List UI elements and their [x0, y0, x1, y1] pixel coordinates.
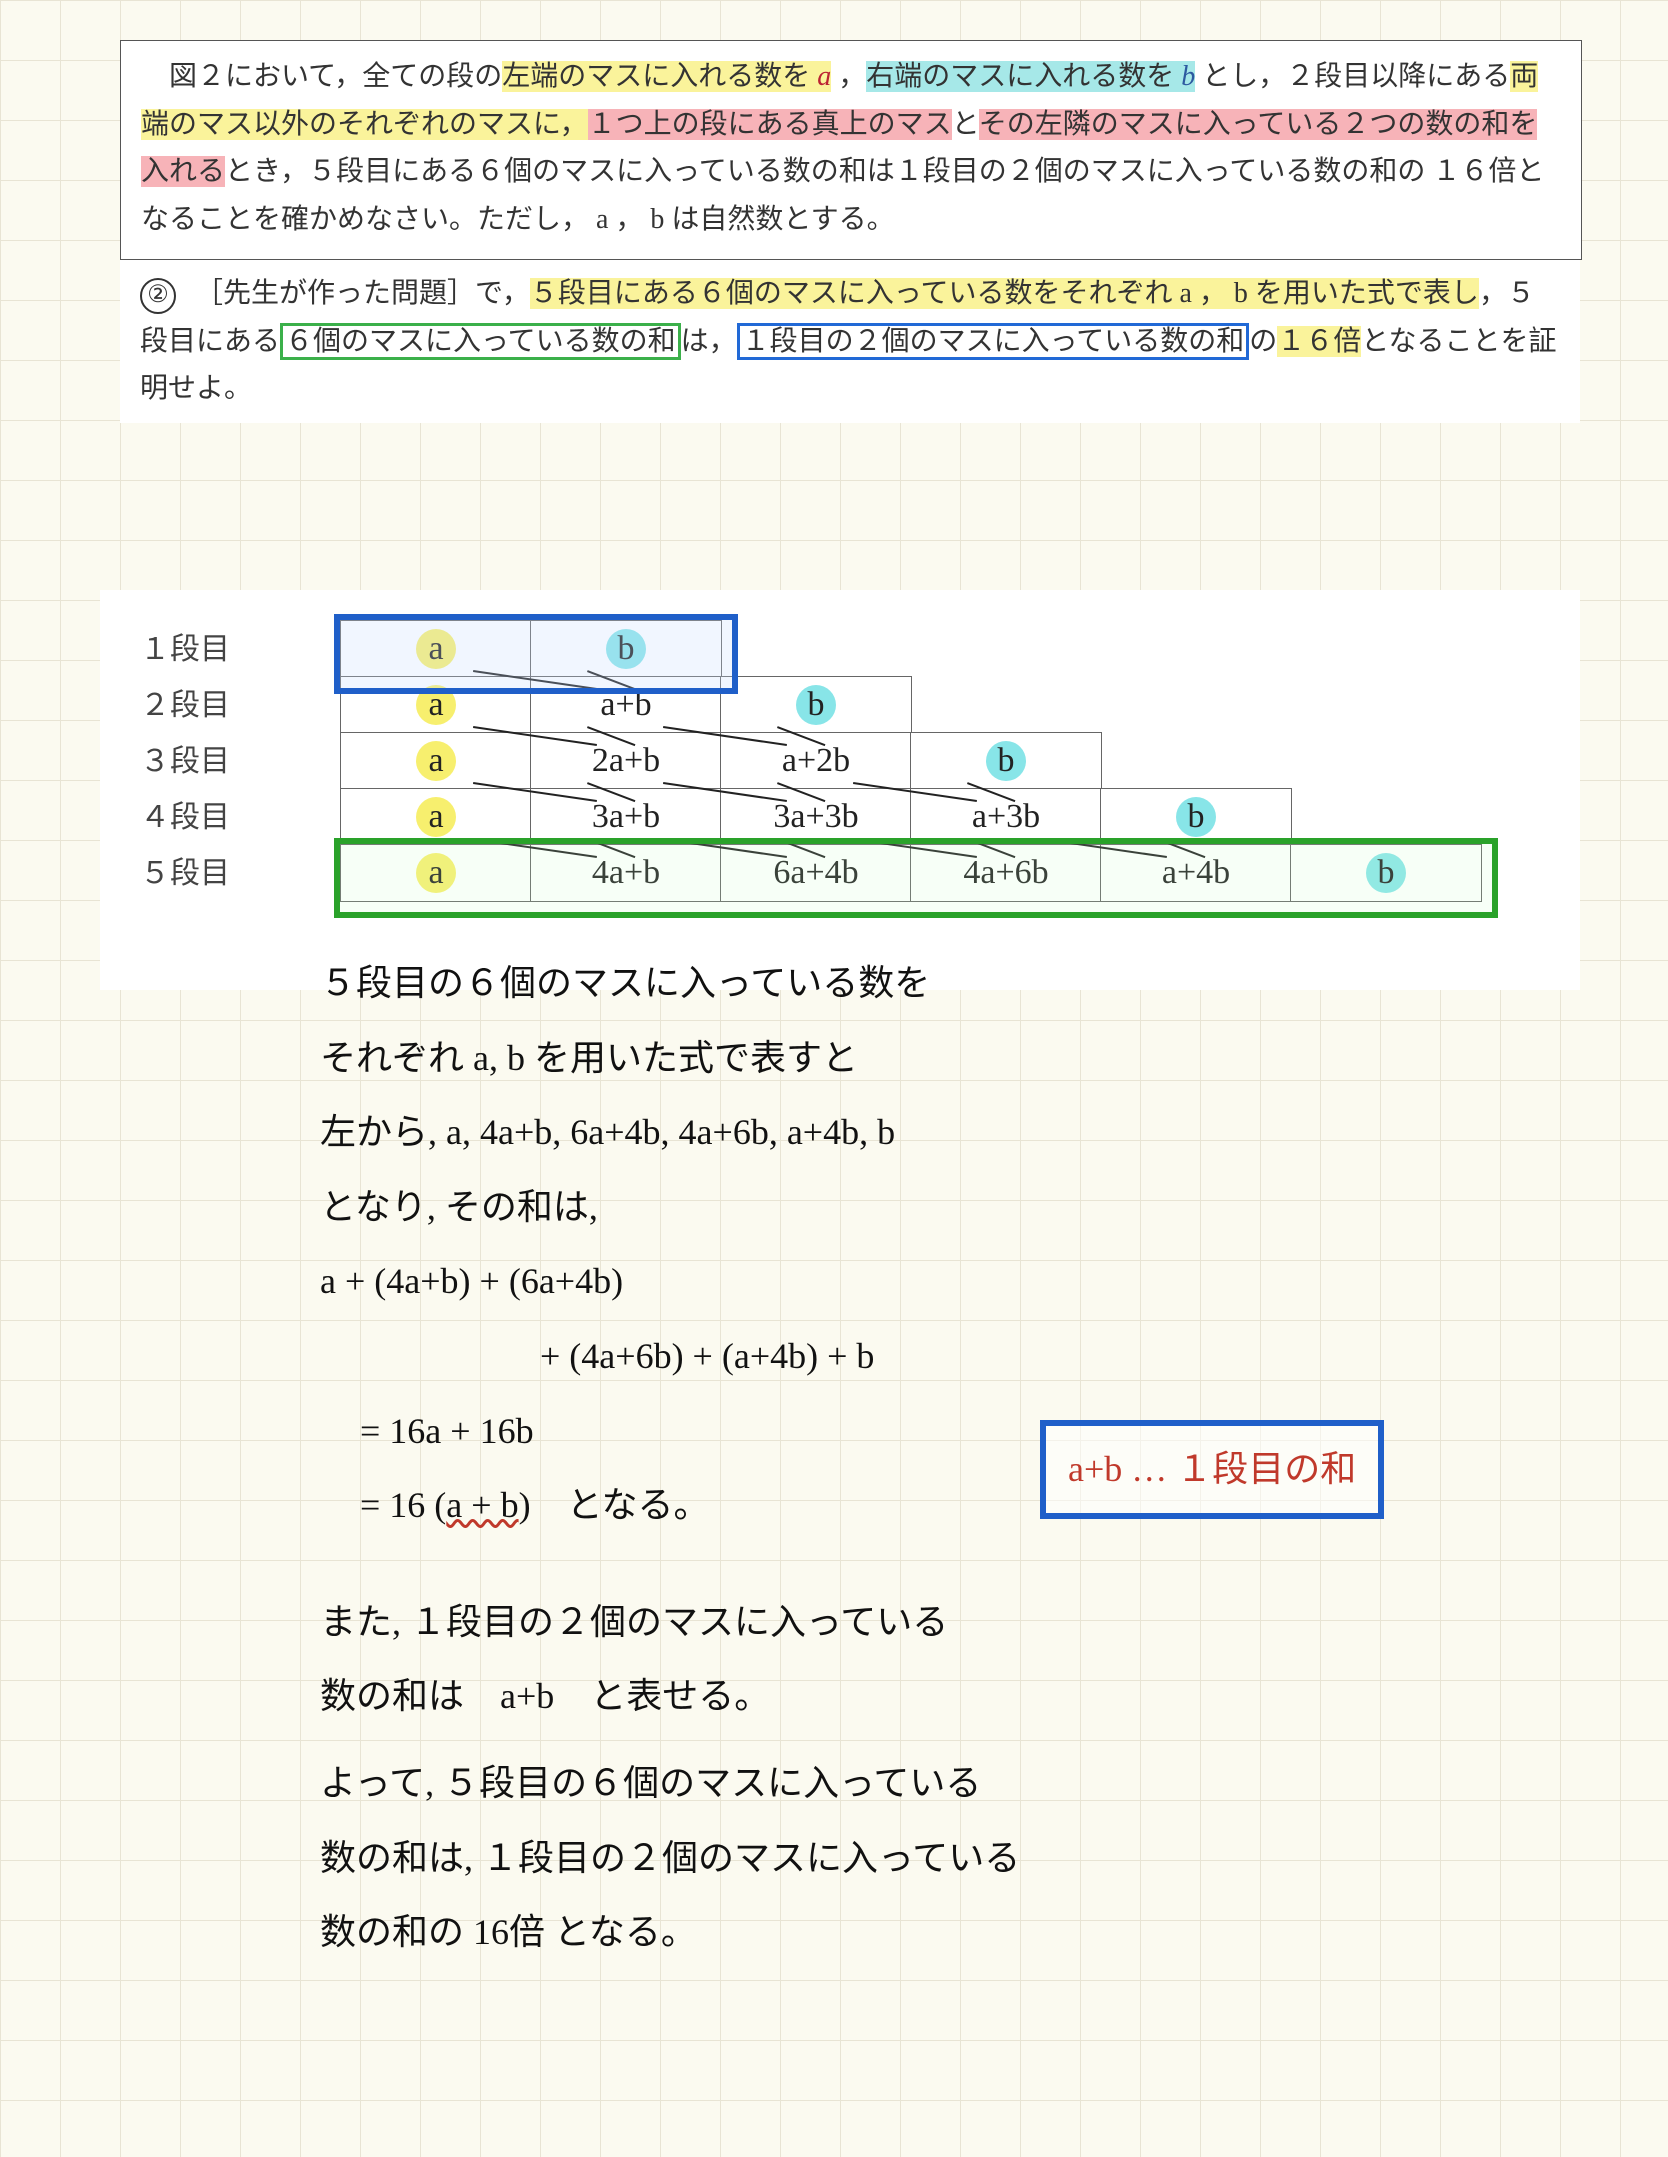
text: ［先生が作った問題］で，: [195, 278, 530, 309]
hand-line: 左から, a, 4a+b, 6a+4b, 4a+6b, a+4b, b: [320, 1099, 1420, 1166]
table-cell: b: [910, 732, 1102, 790]
text: とし，２段目以降にある: [1195, 61, 1510, 92]
table-cell: a: [340, 620, 532, 678]
row-label: ５段目: [110, 848, 230, 892]
hand-line: + (4a+6b) + (a+4b) + b: [540, 1323, 1420, 1390]
row-label: ３段目: [110, 736, 230, 780]
table-cell: a: [340, 844, 532, 902]
highlight-yellow: 左端のマスに入れる数を a: [502, 61, 831, 92]
text: とき，５段目にある６個のマスに入っている数の和は１段目の２個のマスに入っている数…: [141, 156, 1544, 235]
hand-line: それぞれ a, b を用いた式で表すと: [320, 1025, 1420, 1092]
a-marker-icon: a: [416, 853, 456, 893]
green-box: ６個のマスに入っている数の和: [280, 323, 681, 360]
text: は，: [681, 326, 737, 357]
hand-line: ５段目の６個のマスに入っている数を: [320, 950, 1420, 1017]
hand-line: よって, ５段目の６個のマスに入っている: [320, 1750, 1420, 1817]
table-cell: b: [1290, 844, 1482, 902]
wavy-underline: a + b: [446, 1485, 518, 1525]
problem-statement-2: ② ［先生が作った問題］で，５段目にある６個のマスに入っている数をそれぞれ a …: [120, 260, 1580, 423]
note-box: a+b … １段目の和: [1040, 1420, 1384, 1519]
hand-line: a + (4a+b) + (6a+4b): [320, 1248, 1420, 1315]
table-cell: a: [340, 732, 532, 790]
table-cell: a: [340, 788, 532, 846]
a-marker-icon: a: [416, 741, 456, 781]
text: の: [1249, 326, 1277, 357]
b-marker-icon: b: [796, 685, 836, 725]
b-marker-icon: b: [1176, 797, 1216, 837]
row-label: １段目: [110, 624, 230, 668]
b-marker-icon: b: [1366, 853, 1406, 893]
table-cell: b: [530, 620, 722, 678]
a-marker-icon: a: [416, 797, 456, 837]
hand-line: また, １段目の２個のマスに入っている: [320, 1589, 1420, 1656]
a-marker-icon: a: [416, 685, 456, 725]
a-marker-icon: a: [416, 629, 456, 669]
text: 図２において，全ての段の: [141, 61, 502, 92]
row-label: ４段目: [110, 792, 230, 836]
b-marker-icon: b: [606, 629, 646, 669]
table-cell: b: [720, 676, 912, 734]
pascal-table-area: abaa+bba2a+ba+2bba3a+b3a+3ba+3bba4a+b6a+…: [100, 590, 1580, 990]
text: と: [952, 109, 979, 140]
hand-line: 数の和の 16倍 となる。: [320, 1899, 1420, 1966]
problem-statement-1: 図２において，全ての段の左端のマスに入れる数を a ，右端のマスに入れる数を b…: [120, 40, 1582, 260]
text: ，: [831, 61, 866, 92]
blue-box: １段目の２個のマスに入っている数の和: [737, 323, 1250, 360]
row-label: ２段目: [110, 680, 230, 724]
highlight-yellow: ５段目にある６個のマスに入っている数をそれぞれ a ， b を用いた式で表し: [530, 278, 1479, 309]
highlight-cyan: 右端のマスに入れる数を b: [866, 61, 1195, 92]
highlight-pink: １つ上の段にある真上のマス: [588, 109, 952, 140]
table-cell: a: [340, 676, 532, 734]
hand-line: 数の和は a+b と表せる。: [320, 1663, 1420, 1730]
problem-number-icon: ②: [140, 278, 176, 314]
b-marker-icon: b: [986, 741, 1026, 781]
hand-line: 数の和は, １段目の２個のマスに入っている: [320, 1825, 1420, 1892]
handwritten-solution: ５段目の６個のマスに入っている数を それぞれ a, b を用いた式で表すと 左か…: [320, 950, 1420, 1974]
table-cell: b: [1100, 788, 1292, 846]
highlight-yellow: １６倍: [1277, 326, 1361, 357]
hand-line: となり, その和は,: [320, 1174, 1420, 1241]
